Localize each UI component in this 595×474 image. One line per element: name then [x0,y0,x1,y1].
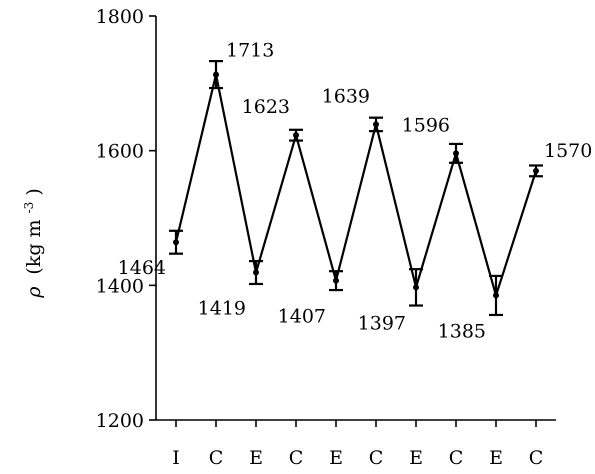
data-label: 1639 [322,85,370,107]
x-tick-label: E [489,447,503,469]
data-label: 1596 [402,114,450,136]
data-point [413,284,419,291]
series-line [174,74,538,300]
y-tick-label: 1800 [96,6,144,28]
data-point [293,132,299,139]
data-label: 1407 [278,306,326,328]
x-tick-label: E [409,447,423,469]
data-label: 1397 [358,312,406,334]
x-tick-label: E [249,447,263,469]
error-bars [169,60,543,317]
data-point [253,269,259,276]
data-point [373,121,379,128]
data-point [533,167,539,174]
y-tick-label: 1400 [96,275,144,297]
data-point [333,277,339,284]
x-tick-label: E [329,447,343,469]
x-tick-label: I [172,447,180,469]
x-tick-label: C [209,447,224,469]
x-tick-label: C [289,447,304,469]
y-axis-label: ρ (kg m -3 ) [16,188,45,299]
data-point [173,239,179,246]
y-axis: 1200 1400 1600 1800 [96,6,157,432]
data-label: 1464 [118,257,166,279]
data-point [493,292,499,299]
x-tick-label: C [449,447,464,469]
y-tick-label: 1600 [96,141,144,163]
data-point [453,150,459,157]
data-point [213,71,219,78]
data-label: 1419 [198,298,246,320]
y-tick-label: 1200 [96,410,144,432]
data-label: 1385 [438,320,486,342]
series [173,71,539,300]
data-label: 1570 [544,140,592,162]
x-tick-label: C [529,447,544,469]
data-labels: 1464 1713 1419 1623 1407 1639 1397 1596 1385 1570 [118,40,593,343]
x-tick-label: C [369,447,384,469]
data-label: 1623 [242,96,290,118]
data-label: 1713 [226,40,274,62]
